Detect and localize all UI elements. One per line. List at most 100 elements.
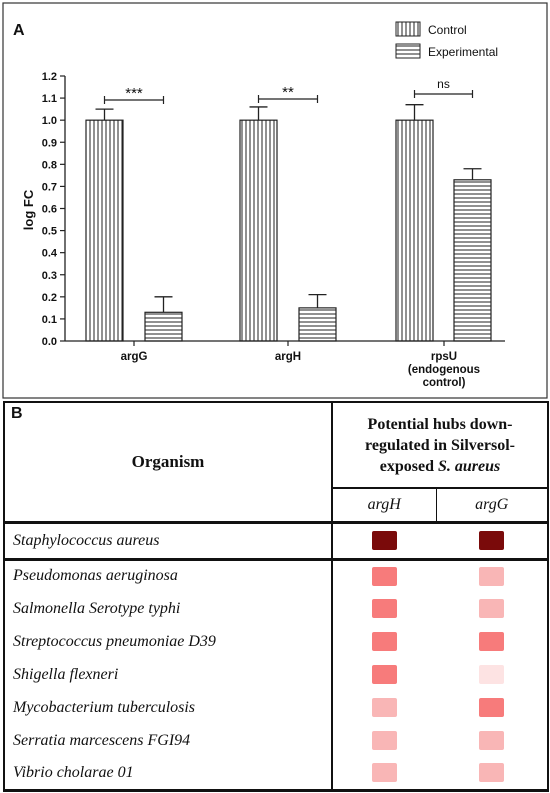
heat-swatch bbox=[372, 599, 397, 618]
gene-header-argh: argH bbox=[332, 488, 437, 524]
hubs-header-line-1: Potential hubs down- bbox=[367, 415, 513, 433]
y-tick-label: 0.6 bbox=[42, 204, 57, 216]
bar-control-argG bbox=[85, 119, 124, 342]
bar-chart: A log FC 0.0 0.1 0.2 0.3 0.4 0.5 0.6 0.7 0.8 0.9 1… bbox=[2, 2, 548, 399]
heat-swatch bbox=[479, 566, 504, 586]
y-tick-label: 0.5 bbox=[42, 226, 57, 238]
table-row: Pseudomonas aeruginosa bbox=[4, 559, 548, 592]
heat-swatch bbox=[479, 665, 504, 684]
bar-control-rpsU bbox=[395, 119, 434, 342]
legend: Control Experimental bbox=[395, 21, 498, 59]
heat-swatch bbox=[372, 566, 397, 586]
y-tick-label: 0.1 bbox=[42, 314, 57, 326]
hubs-table: B Organism Potential hubs down- regulate… bbox=[3, 401, 550, 792]
y-tick-label: 0.2 bbox=[42, 292, 57, 304]
category-label-argG: argG bbox=[121, 351, 148, 363]
legend-swatch-control bbox=[395, 21, 421, 37]
heat-cell-argg bbox=[436, 691, 548, 724]
table-body: Staphylococcus aureus Pseudomonas aerugin… bbox=[4, 522, 549, 792]
legend-label-control: Control bbox=[428, 23, 467, 37]
heat-cell-argg bbox=[436, 592, 548, 625]
sig-label: ns bbox=[437, 77, 450, 91]
heat-swatch bbox=[372, 763, 397, 783]
significance-markers: *** ** ns bbox=[103, 77, 474, 104]
hubs-header-line-2: regulated in Silversol- bbox=[365, 436, 515, 454]
panel-b: B Organism Potential hubs down- regulate… bbox=[3, 401, 550, 792]
heat-swatch bbox=[372, 665, 397, 684]
bar-experimental-rpsU bbox=[453, 179, 492, 342]
panel-a-letter: A bbox=[13, 22, 25, 39]
y-tick-label: 0.3 bbox=[42, 270, 57, 282]
organism-name: Mycobacterium tuberculosis bbox=[4, 691, 333, 724]
bars-group bbox=[65, 104, 505, 342]
heat-cell-argh bbox=[332, 522, 436, 561]
organism-header-cell: B Organism bbox=[4, 402, 333, 524]
heat-cell-argh bbox=[332, 625, 436, 658]
heat-swatch bbox=[479, 599, 504, 618]
heat-swatch bbox=[372, 531, 397, 550]
heat-cell-argh bbox=[332, 559, 436, 592]
legend-label-experimental: Experimental bbox=[428, 45, 498, 59]
panel-a-border bbox=[2, 2, 548, 399]
bar-experimental-argG bbox=[144, 311, 183, 342]
heat-swatch bbox=[479, 763, 504, 783]
table-row: Salmonella Serotype typhi bbox=[4, 592, 548, 625]
y-tick-label: 1.1 bbox=[42, 93, 57, 105]
table-row: Shigella flexneri bbox=[4, 658, 548, 691]
hubs-header-species: S. aureus bbox=[438, 457, 501, 475]
heat-cell-argh bbox=[332, 691, 436, 724]
y-tick-label: 0.7 bbox=[42, 181, 57, 193]
legend-swatch-experimental bbox=[395, 43, 421, 59]
sig-label: *** bbox=[125, 85, 143, 102]
category-label-rpsU: rpsU bbox=[431, 351, 457, 363]
heat-cell-argg bbox=[436, 724, 548, 757]
heat-swatch bbox=[372, 698, 397, 717]
panel-b-letter: B bbox=[11, 405, 23, 422]
hubs-header-cell: Potential hubs down- regulated in Silver… bbox=[332, 402, 549, 489]
table-row: Staphylococcus aureus bbox=[4, 522, 549, 561]
y-axis: 0.0 0.1 0.2 0.3 0.4 0.5 0.6 0.7 0.8 0.9 1.0 1.1 1.2 bbox=[42, 71, 66, 348]
heat-cell-argg bbox=[436, 522, 549, 561]
table-row: Vibrio cholarae 01 bbox=[4, 757, 549, 792]
heat-cell-argg bbox=[436, 757, 549, 792]
organism-name: Salmonella Serotype typhi bbox=[4, 592, 333, 625]
category-sublabel: (endogenous control) bbox=[408, 364, 480, 389]
organism-name: Shigella flexneri bbox=[4, 658, 333, 691]
organism-name: Vibrio cholarae 01 bbox=[4, 757, 333, 792]
bar-experimental-argH bbox=[298, 307, 337, 342]
heat-swatch bbox=[479, 698, 504, 717]
y-tick-label: 1.2 bbox=[42, 71, 57, 83]
category-label-argH: argH bbox=[275, 351, 301, 363]
table-row: Streptococcus pneumoniae D39 bbox=[4, 625, 548, 658]
hubs-header-prefix: exposed bbox=[379, 457, 434, 475]
y-tick-label: 0.0 bbox=[42, 336, 57, 348]
bar-control-argH bbox=[239, 119, 278, 342]
y-axis-label: log FC bbox=[21, 189, 36, 230]
heat-swatch bbox=[479, 531, 504, 550]
organism-name: Staphylococcus aureus bbox=[4, 522, 333, 561]
heat-cell-argh bbox=[332, 592, 436, 625]
table-row: Mycobacterium tuberculosis bbox=[4, 691, 548, 724]
sig-label: ** bbox=[282, 84, 294, 101]
heat-swatch bbox=[479, 632, 504, 651]
y-tick-label: 0.9 bbox=[42, 137, 57, 149]
organism-name: Pseudomonas aeruginosa bbox=[4, 559, 333, 592]
heat-cell-argg bbox=[436, 559, 548, 592]
organism-name: Streptococcus pneumoniae D39 bbox=[4, 625, 333, 658]
table-row: Serratia marcescens FGI94 bbox=[4, 724, 548, 757]
heat-cell-argh bbox=[332, 724, 436, 757]
heat-swatch bbox=[479, 731, 504, 750]
category-labels: argG argH rpsU(endogenous control) bbox=[121, 341, 480, 389]
organism-header: Organism bbox=[131, 451, 205, 471]
y-tick-label: 0.8 bbox=[42, 159, 57, 171]
organism-name: Serratia marcescens FGI94 bbox=[4, 724, 333, 757]
gene-header-argg: argG bbox=[436, 488, 549, 524]
heat-cell-argg bbox=[436, 658, 548, 691]
hubs-header-line-3: exposed S. aureus bbox=[333, 456, 547, 477]
y-tick-label: 0.4 bbox=[42, 248, 58, 260]
heat-swatch bbox=[372, 731, 397, 750]
heat-cell-argg bbox=[436, 625, 548, 658]
heat-swatch bbox=[372, 632, 397, 651]
heat-cell-argh bbox=[332, 658, 436, 691]
